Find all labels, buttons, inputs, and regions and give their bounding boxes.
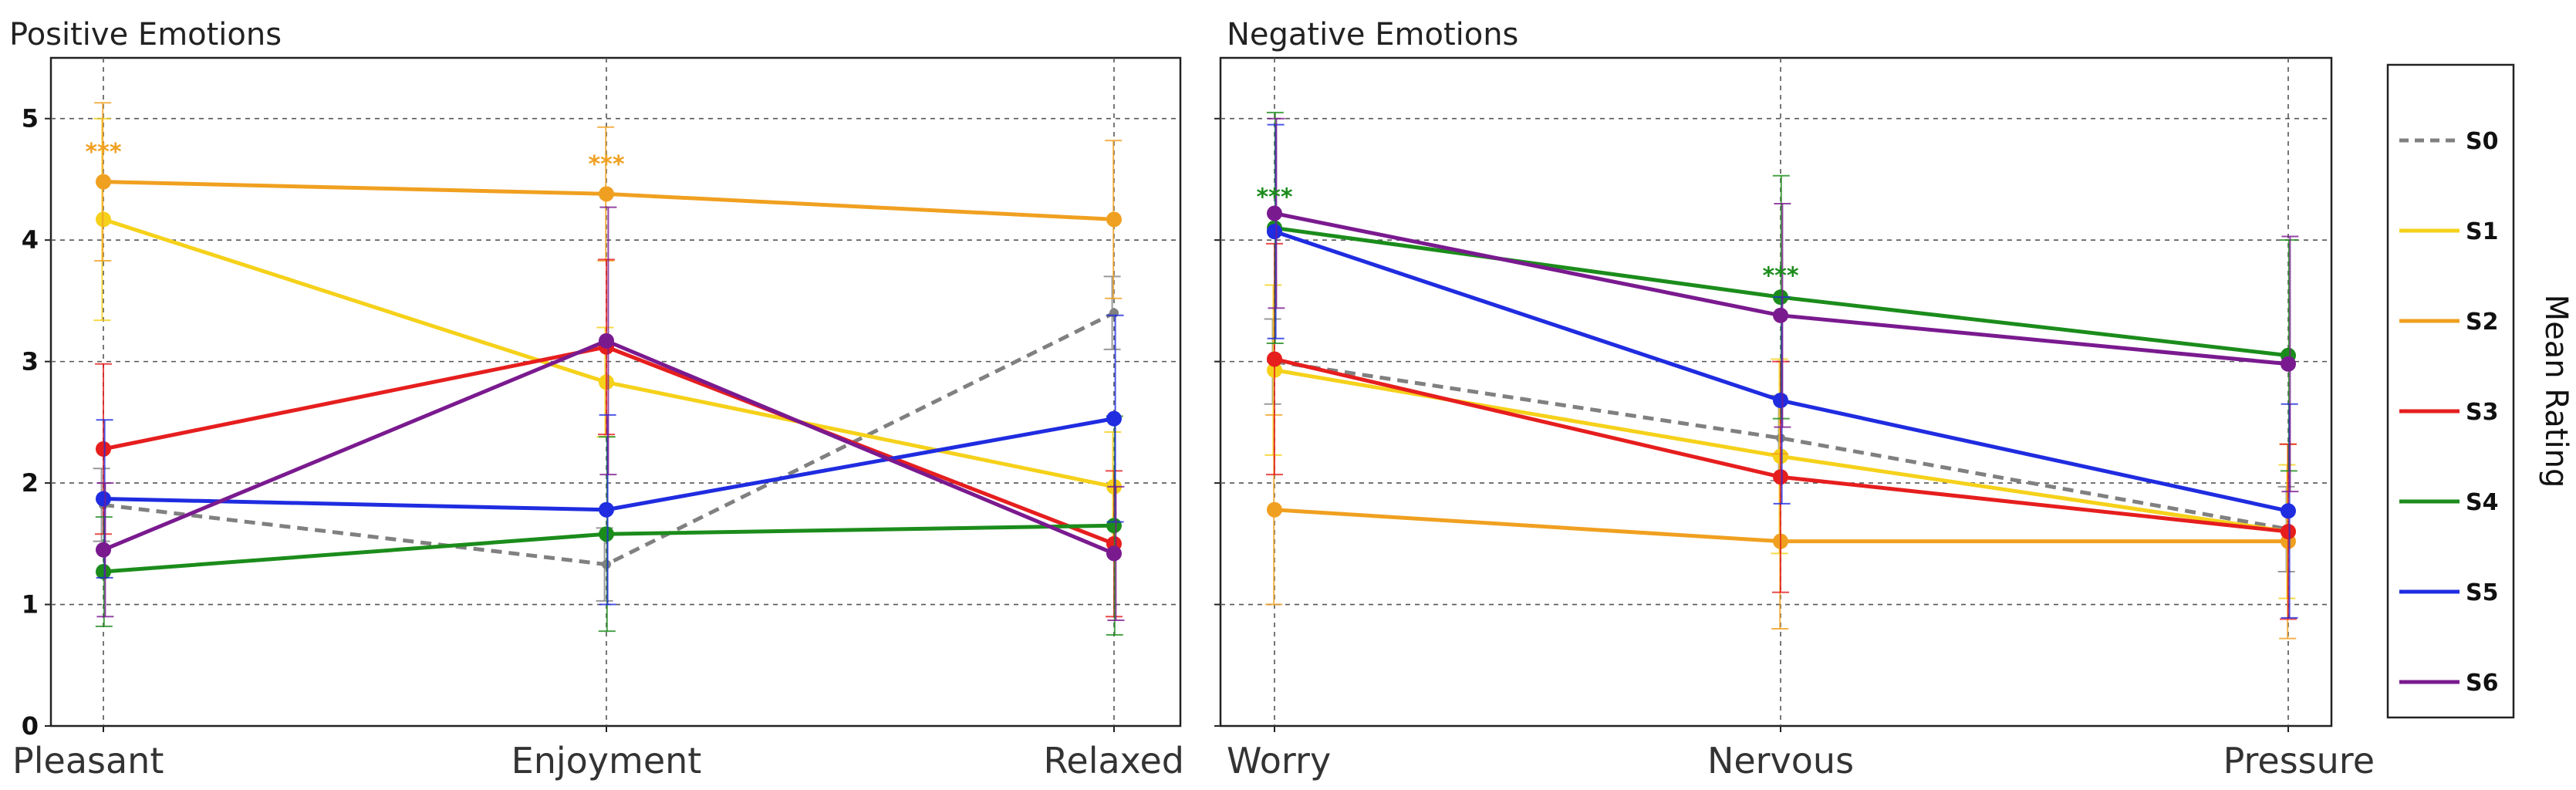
data-point <box>599 526 614 542</box>
legend-label: S0 <box>2466 128 2498 155</box>
legend-label: S2 <box>2466 309 2498 336</box>
legend-label: S1 <box>2466 218 2498 245</box>
legend-label: S4 <box>2466 489 2498 516</box>
data-point <box>2281 503 2296 519</box>
y-tick-label: 1 <box>22 590 39 620</box>
data-point <box>96 441 111 457</box>
legend-label: S5 <box>2466 579 2498 606</box>
data-point <box>599 333 614 349</box>
data-point <box>1773 469 1788 485</box>
data-point <box>96 491 111 507</box>
x-tick-label-worry: Worry <box>1227 740 1331 782</box>
data-point <box>1267 205 1282 221</box>
data-point <box>1106 545 1122 562</box>
y-tick-label: 3 <box>22 347 39 376</box>
legend-item-s1: S1 <box>2399 218 2498 245</box>
y-tick-label: 4 <box>22 225 39 255</box>
data-point <box>1109 308 1119 318</box>
data-point <box>2281 356 2296 372</box>
x-tick-label-nervous: Nervous <box>1707 740 1854 782</box>
y-axis-label: Mean Rating <box>2538 295 2574 488</box>
panel-title-negative: Negative Emotions <box>1227 17 1518 52</box>
series-s6-p1 <box>1267 117 2299 493</box>
data-point <box>1267 501 1282 518</box>
legend-box <box>2386 63 2515 719</box>
series-s4-p0 <box>95 415 1123 636</box>
data-point <box>1267 351 1282 367</box>
data-point <box>96 564 111 580</box>
panel-positive-emotions: Positive Emotions 0 1 2 3 4 5 Pleasant Enjoyme… <box>9 17 1184 782</box>
significance-marker: *** <box>1762 263 1798 290</box>
plot-frame-negative <box>1219 56 2333 728</box>
panel-negative-emotions: Negative Emotions Worry Nervous Pressure *… <box>1214 17 2375 782</box>
data-point <box>1267 224 1282 240</box>
y-tick-label: 0 <box>22 711 39 741</box>
series-s6-p0 <box>96 206 1125 622</box>
data-point <box>1106 518 1122 534</box>
significance-marker: *** <box>85 139 121 166</box>
series-line <box>1274 360 2289 532</box>
legend-item-s4: S4 <box>2399 489 2498 516</box>
legend-label: S6 <box>2466 670 2498 697</box>
x-tick-label-enjoyment: Enjoyment <box>511 740 702 782</box>
data-point <box>599 186 614 202</box>
legend-item-s3: S3 <box>2399 399 2498 426</box>
x-tick-label-relaxed: Relaxed <box>1044 740 1184 782</box>
data-point <box>1106 211 1122 228</box>
data-point <box>2281 524 2296 540</box>
x-tick-label-pressure: Pressure <box>2223 740 2375 782</box>
y-tick-label: 5 <box>22 104 39 133</box>
legend-item-s0: S0 <box>2399 128 2498 155</box>
y-tick-label: 2 <box>22 468 39 498</box>
x-tick-label-pleasant: Pleasant <box>12 740 164 782</box>
significance-marker: *** <box>588 151 624 178</box>
data-point <box>1773 393 1788 409</box>
data-point <box>599 501 614 518</box>
legend-label: S3 <box>2466 399 2498 426</box>
data-point <box>96 542 111 558</box>
legend-item-s2: S2 <box>2399 309 2498 336</box>
plot-frame-positive <box>49 56 1182 728</box>
series-s2-p0 <box>94 102 1123 299</box>
legend-item-s6: S6 <box>2399 670 2498 697</box>
legend-item-s5: S5 <box>2399 579 2498 606</box>
significance-marker: *** <box>1256 184 1292 211</box>
panel-title-positive: Positive Emotions <box>9 17 282 52</box>
data-point <box>96 174 111 190</box>
legend: S0 S1 S2 S3 S4 S5 S6 <box>2386 63 2515 719</box>
data-point <box>1773 307 1788 323</box>
data-point <box>1106 410 1122 427</box>
